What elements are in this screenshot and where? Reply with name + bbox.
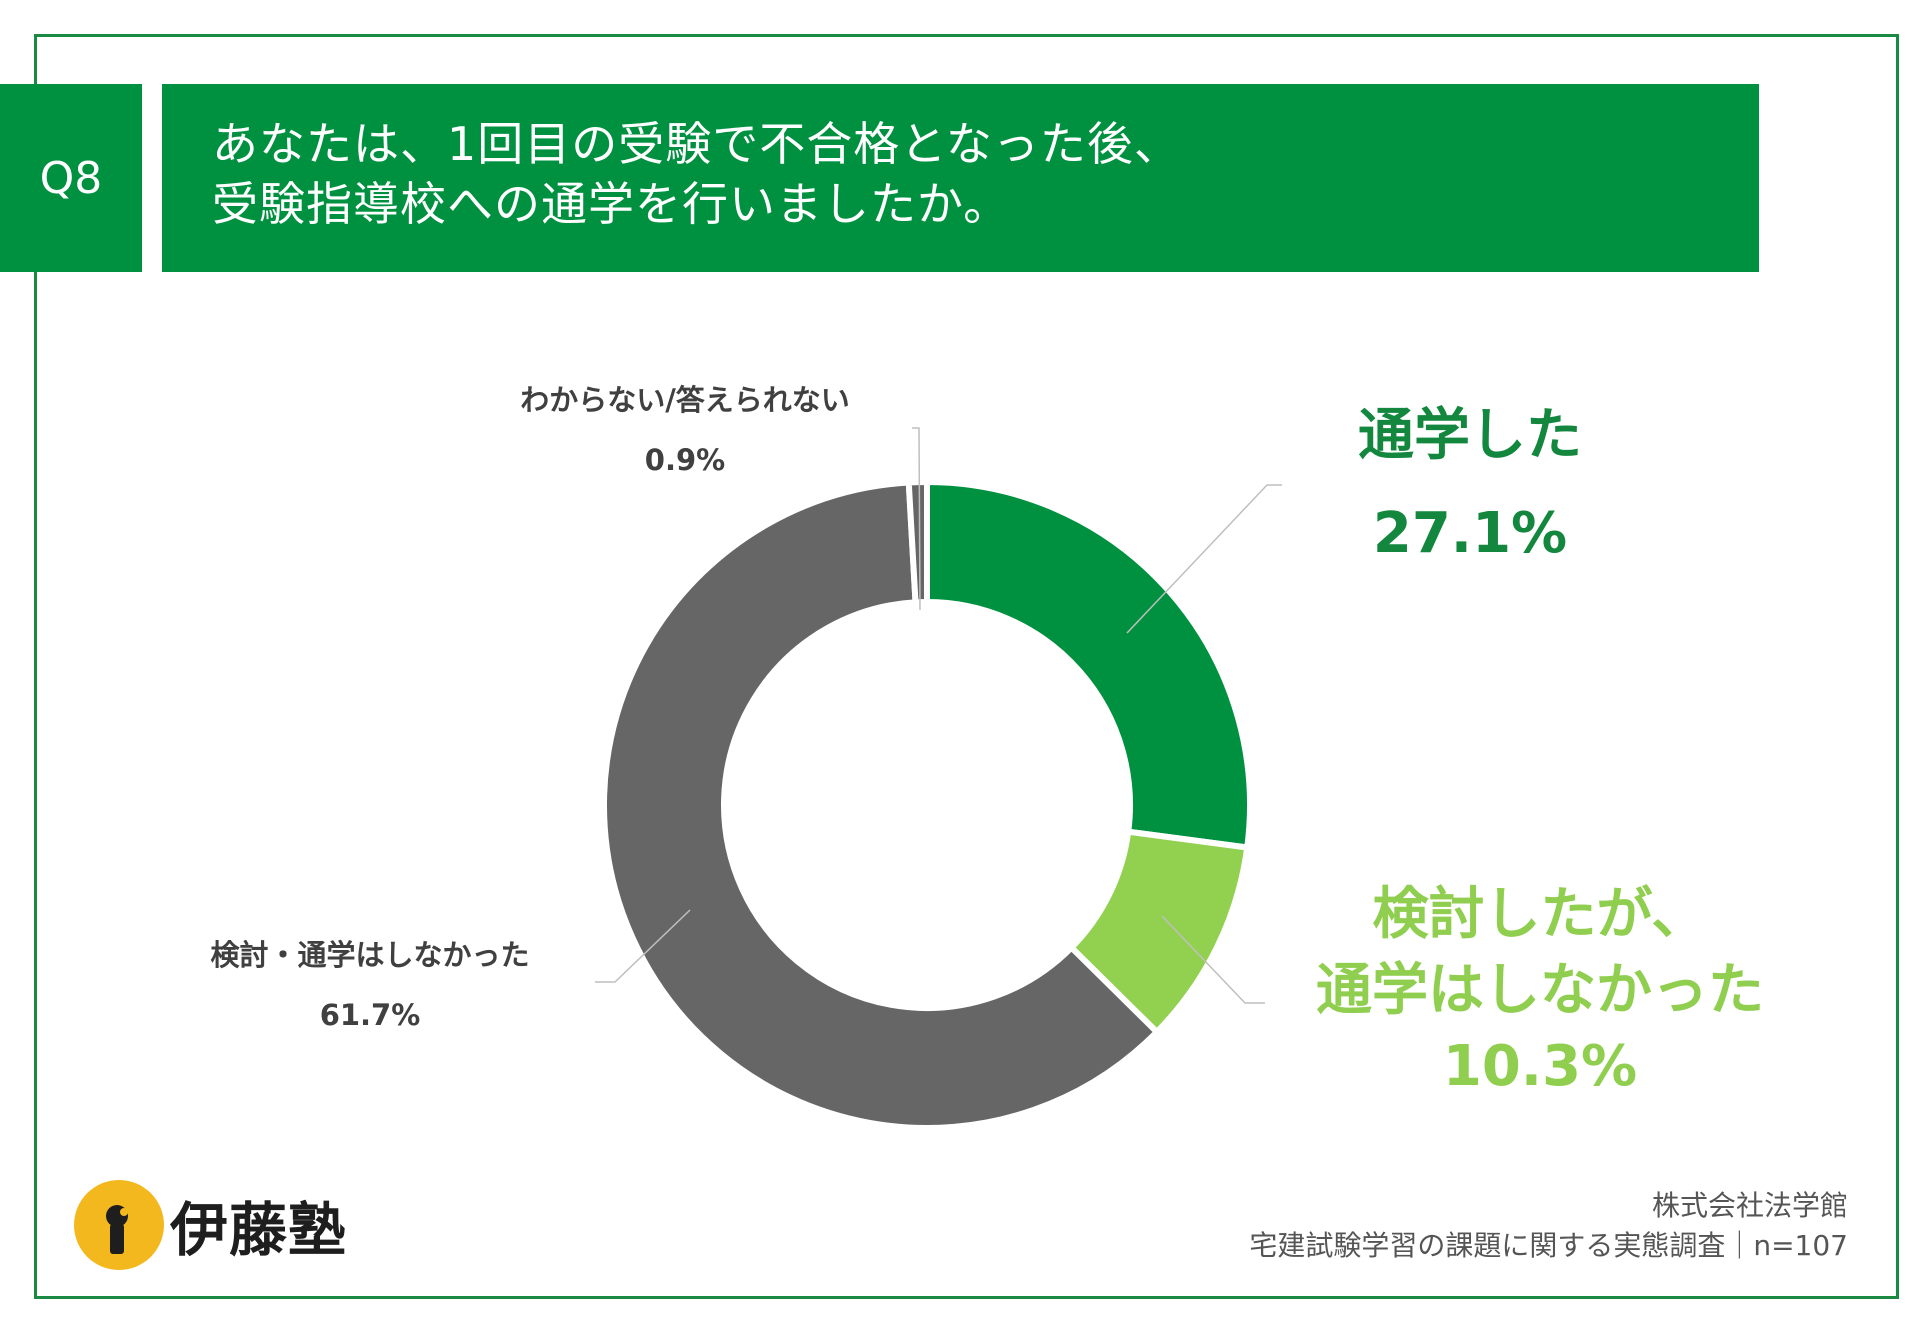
source-company: 株式会社法学館	[1651, 1189, 1848, 1222]
logo-keyhole-icon	[74, 1180, 164, 1270]
donut-slice-3	[905, 479, 930, 606]
leader-lines	[595, 427, 1282, 1004]
donut-slices	[601, 479, 1253, 1131]
logo-text: 伊藤塾	[170, 1196, 348, 1264]
label-unknown-pct: 0.9%	[644, 443, 726, 477]
donut-slice-0	[924, 479, 1253, 851]
outer-frame	[34, 34, 1899, 1299]
question-text-line-2: 受験指導校への通学を行いましたか。	[212, 177, 1011, 231]
label-not-considered-name: 検討・通学はしなかった	[210, 938, 530, 972]
leader-line-unknown	[912, 427, 921, 611]
source-survey: 宅建試験学習の課題に関する実態調査｜n=107	[1249, 1229, 1848, 1262]
label-considered-line1: 検討したが、	[1372, 882, 1708, 947]
label-not-considered: 検討・通学はしなかった 61.7%	[150, 925, 590, 1045]
label-attended-pct: 27.1%	[1372, 501, 1568, 566]
itojuku-logo: 伊藤塾	[74, 1180, 347, 1270]
question-number: Q8	[39, 152, 103, 204]
leader-line-attended	[1126, 484, 1282, 634]
question-banner: あなたは、1回目の受験で不合格となった後、 受験指導校への通学を行いましたか。	[162, 84, 1759, 272]
question-number-badge: Q8	[0, 84, 142, 272]
label-unknown: わからない/答えられない 0.9%	[455, 370, 915, 490]
leader-line-considered	[1161, 915, 1265, 1004]
source-note: 株式会社法学館 宅建試験学習の課題に関する実態調査｜n=107	[1249, 1186, 1848, 1266]
label-considered-line2: 通学はしなかった	[1316, 958, 1764, 1023]
donut-slice-2	[601, 479, 1160, 1131]
label-not-considered-pct: 61.7%	[319, 998, 421, 1032]
label-attended: 通学した 27.1%	[1320, 387, 1620, 583]
label-considered-pct: 10.3%	[1442, 1034, 1638, 1099]
label-unknown-name: わからない/答えられない	[520, 383, 850, 417]
leader-line-not-considered	[595, 909, 691, 983]
question-text-line-1: あなたは、1回目の受験で不合格となった後、	[212, 117, 1181, 171]
label-considered: 検討したが、 通学はしなかった 10.3%	[1290, 877, 1790, 1105]
label-attended-name: 通学した	[1358, 403, 1582, 468]
